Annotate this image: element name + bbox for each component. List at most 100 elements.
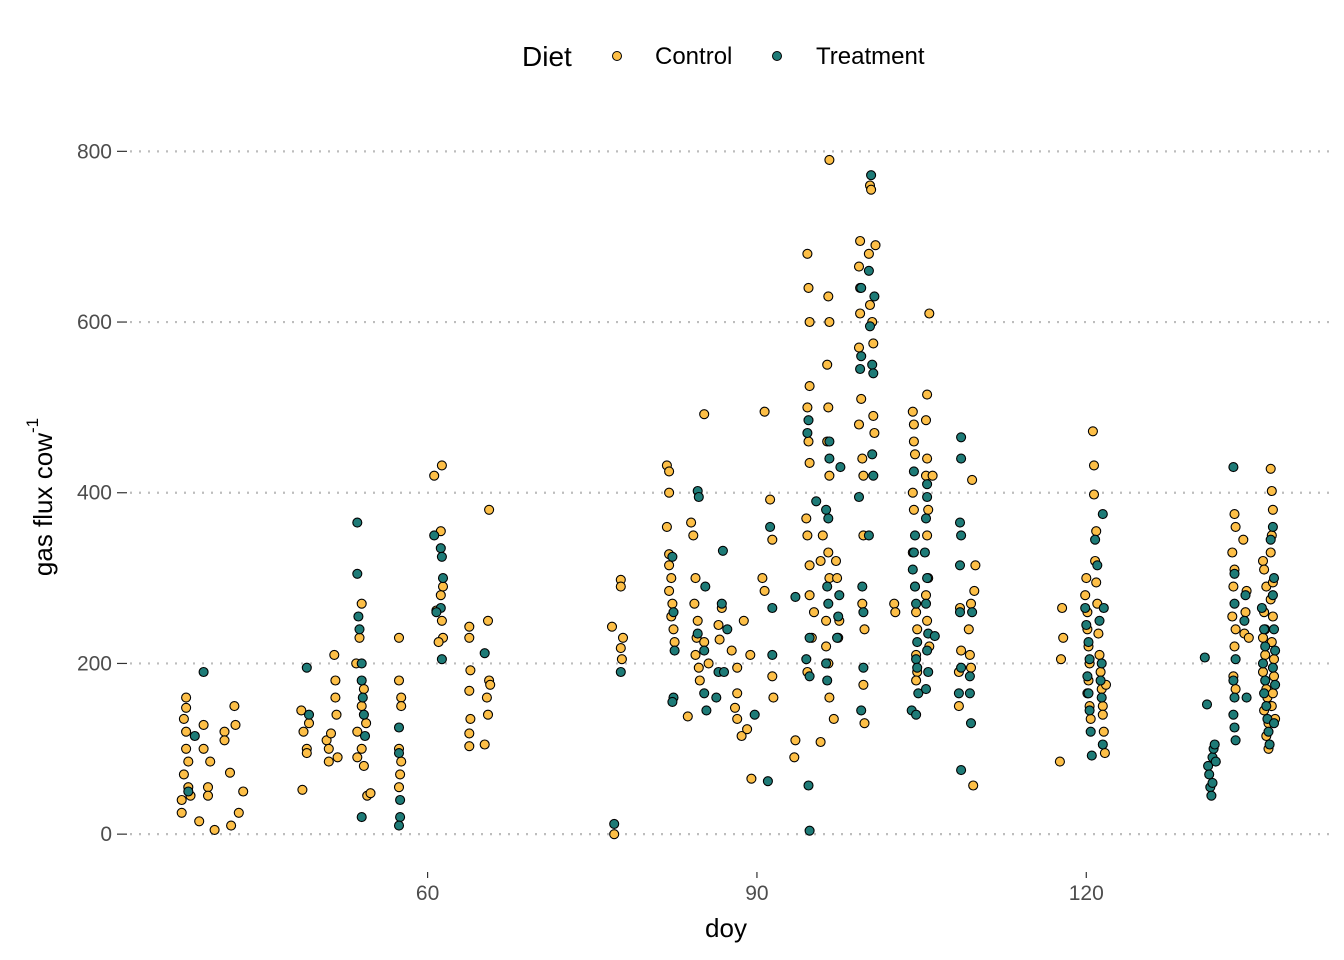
point-control	[194, 816, 205, 827]
point-control	[824, 470, 835, 481]
point-treatment	[919, 547, 930, 558]
point-control	[331, 709, 342, 720]
point-control	[746, 773, 757, 784]
point-treatment	[711, 692, 722, 703]
point-control	[229, 701, 240, 712]
point-treatment	[834, 590, 845, 601]
point-control	[869, 427, 880, 439]
point-treatment	[1080, 602, 1091, 614]
point-treatment	[436, 551, 447, 562]
point-treatment	[1096, 658, 1107, 669]
point-control	[296, 705, 307, 716]
point-control	[219, 735, 230, 746]
point-treatment	[1228, 709, 1239, 720]
point-treatment	[435, 543, 446, 554]
point-control	[1265, 547, 1276, 558]
point-control	[890, 607, 901, 618]
point-treatment	[1095, 675, 1106, 686]
x-axis-title: doy	[705, 913, 747, 943]
point-control	[804, 560, 815, 571]
point-control	[1257, 632, 1269, 643]
point-treatment	[716, 598, 727, 609]
point-control	[1094, 649, 1105, 660]
point-treatment	[1268, 624, 1280, 635]
point-control	[606, 621, 618, 632]
point-control	[176, 807, 187, 818]
point-treatment	[1265, 534, 1276, 545]
point-control	[804, 381, 815, 392]
point-control	[664, 560, 675, 571]
point-control	[823, 547, 834, 558]
point-control	[801, 513, 812, 524]
point-treatment	[869, 291, 880, 302]
point-control	[1093, 628, 1104, 639]
point-control	[682, 711, 693, 722]
point-control	[666, 573, 677, 584]
point-control	[789, 752, 800, 763]
point-control	[436, 615, 447, 626]
point-control	[964, 649, 975, 660]
point-control	[859, 718, 870, 729]
point-control	[1227, 611, 1238, 622]
point-treatment	[833, 611, 844, 622]
point-treatment	[198, 666, 209, 678]
point-control	[714, 634, 725, 645]
point-treatment	[823, 598, 834, 609]
point-control	[1227, 547, 1238, 558]
point-treatment	[1270, 679, 1281, 690]
y-axis-title: gas flux cow-1	[23, 418, 58, 576]
point-control	[668, 624, 679, 635]
point-control	[365, 788, 376, 799]
point-control	[1091, 526, 1102, 537]
point-control	[823, 402, 834, 413]
point-treatment	[1260, 641, 1271, 652]
point-control	[713, 619, 724, 631]
point-control	[435, 590, 446, 601]
point-treatment	[359, 730, 371, 742]
point-treatment	[1090, 534, 1101, 545]
point-control	[963, 624, 974, 635]
point-treatment	[956, 765, 967, 776]
point-control	[176, 794, 187, 806]
point-control	[1088, 460, 1100, 471]
point-treatment	[821, 504, 832, 515]
point-treatment	[1097, 509, 1108, 520]
point-treatment	[1201, 699, 1213, 710]
point-treatment	[692, 628, 703, 639]
point-control	[230, 719, 241, 730]
point-treatment	[699, 645, 710, 656]
point-control	[1229, 641, 1240, 652]
point-treatment	[1085, 726, 1096, 737]
point-control	[615, 643, 626, 654]
point-control	[667, 598, 678, 609]
point-control	[301, 748, 312, 759]
point-control	[330, 675, 341, 686]
point-control	[1099, 748, 1110, 759]
point-control	[922, 615, 933, 626]
point-control	[953, 701, 964, 712]
point-control	[689, 598, 700, 609]
point-control	[821, 615, 832, 626]
point-control	[393, 632, 405, 643]
point-control	[736, 730, 747, 742]
point-control	[815, 736, 826, 748]
point-treatment	[1083, 688, 1094, 699]
point-control	[857, 453, 868, 464]
point-treatment	[821, 658, 832, 669]
point-control	[855, 308, 866, 319]
point-control	[481, 692, 492, 703]
point-treatment	[920, 513, 932, 524]
point-control	[688, 530, 699, 541]
point-treatment	[357, 692, 368, 703]
point-control	[908, 504, 919, 515]
point-control	[354, 632, 365, 643]
point-control	[759, 406, 770, 417]
point-control	[832, 573, 843, 584]
point-treatment	[1094, 615, 1105, 626]
point-treatment	[824, 453, 835, 464]
point-control	[804, 457, 815, 468]
point-control	[853, 261, 865, 272]
point-treatment	[804, 671, 815, 682]
x-axis: 60 90 120	[416, 872, 1104, 905]
point-treatment	[1230, 654, 1241, 665]
